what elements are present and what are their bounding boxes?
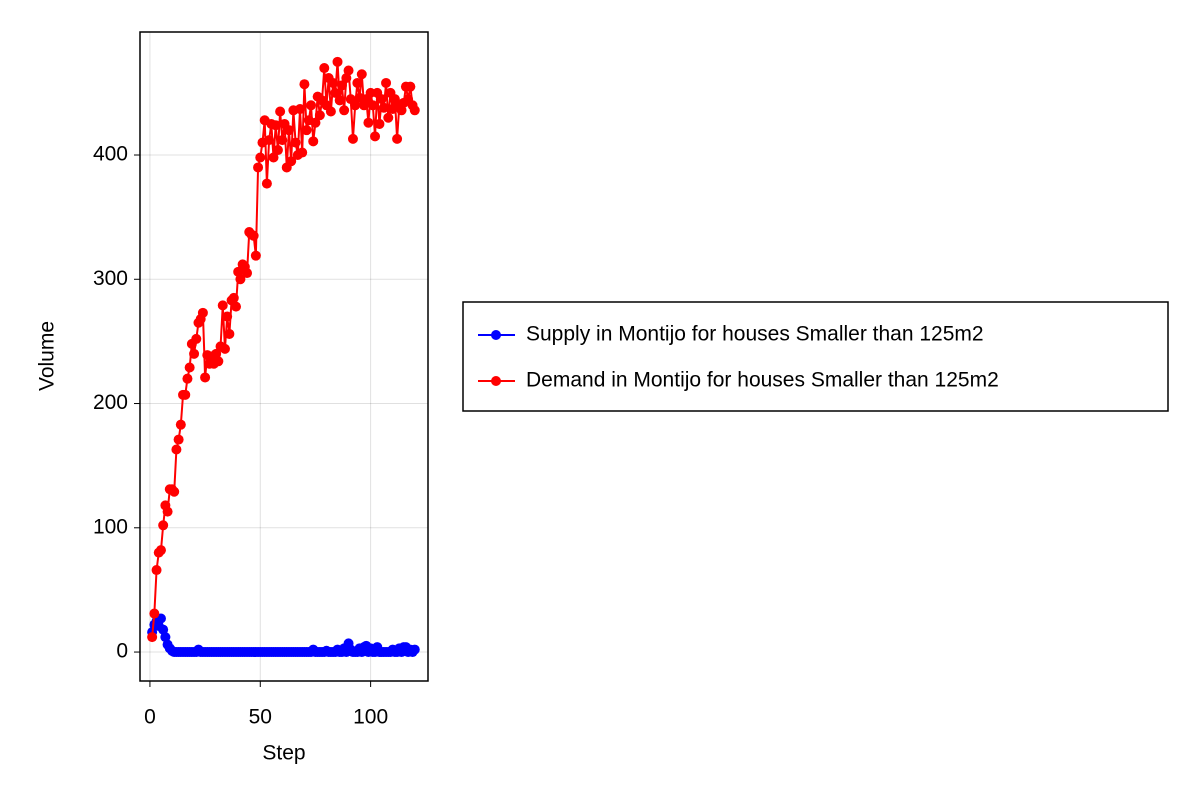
data-point (231, 301, 241, 312)
y-tick-label: 300 (93, 267, 128, 290)
data-point (409, 644, 420, 655)
data-point (330, 87, 341, 98)
data-point (328, 77, 339, 88)
data-point (149, 608, 160, 619)
data-point (409, 105, 420, 116)
data-point (376, 94, 387, 105)
y-axis-label: Volume (36, 321, 59, 391)
data-point (301, 125, 312, 136)
data-point (169, 486, 180, 497)
legend-label: Supply in Montijo for houses Smaller tha… (526, 323, 984, 346)
y-tick-label: 100 (93, 515, 128, 538)
data-point (147, 632, 158, 643)
data-point (383, 112, 394, 123)
data-point (158, 520, 169, 531)
data-point (319, 63, 330, 74)
data-point (250, 250, 261, 261)
data-point (310, 117, 321, 128)
data-point (363, 117, 374, 128)
data-point (299, 79, 310, 90)
data-point (162, 506, 173, 517)
data-point (155, 545, 166, 556)
data-point (339, 105, 350, 116)
data-point (290, 137, 301, 148)
y-tick-label: 200 (93, 391, 128, 414)
data-point (248, 230, 259, 241)
data-point (350, 100, 361, 111)
data-point (277, 135, 288, 146)
data-point (261, 178, 272, 189)
data-point (180, 389, 191, 400)
legend-marker (491, 376, 501, 386)
data-point (347, 133, 358, 144)
data-point (272, 145, 283, 156)
data-point (197, 307, 208, 318)
data-point (275, 106, 286, 117)
data-point (283, 125, 294, 136)
data-point (325, 106, 336, 117)
data-point (405, 81, 416, 92)
data-point (286, 156, 297, 167)
data-point (217, 300, 228, 311)
data-point (242, 268, 253, 279)
x-tick-label: 50 (249, 706, 272, 729)
plot-frame (139, 31, 429, 682)
data-point (228, 292, 239, 303)
y-tick-label: 400 (93, 143, 128, 166)
data-point (378, 102, 389, 113)
data-point (356, 69, 367, 80)
data-point (370, 131, 381, 142)
data-point (255, 152, 266, 163)
legend-label: Demand in Montijo for houses Smaller tha… (526, 369, 999, 392)
data-point (219, 343, 230, 354)
data-point (173, 434, 184, 445)
data-point (295, 104, 305, 115)
y-tick-label: 0 (116, 640, 128, 663)
data-point (151, 565, 162, 576)
series-line (151, 61, 416, 638)
data-point (270, 120, 281, 131)
data-point (268, 152, 279, 163)
data-point (367, 100, 378, 111)
data-point (334, 95, 345, 106)
data-point (297, 147, 308, 158)
data-point (213, 356, 224, 367)
data-point (182, 373, 193, 384)
data-point (222, 311, 233, 322)
data-point (191, 333, 202, 344)
data-point (336, 80, 347, 91)
data-point (352, 77, 363, 88)
data-point (314, 110, 325, 121)
data-point (235, 274, 246, 285)
data-point (343, 65, 354, 76)
data-point (253, 162, 264, 173)
legend-box (462, 301, 1169, 412)
data-point (381, 77, 392, 88)
data-point (332, 56, 343, 67)
data-point (392, 133, 403, 144)
data-point (306, 100, 317, 111)
data-point (224, 328, 235, 339)
data-point (171, 444, 182, 455)
x-axis-label: Step (262, 742, 305, 765)
legend-marker (491, 330, 501, 340)
data-point (308, 136, 319, 147)
data-point (264, 135, 275, 146)
data-point (189, 348, 200, 359)
x-tick-label: 0 (144, 706, 156, 729)
data-point (184, 362, 195, 373)
data-point (175, 419, 186, 430)
data-point (200, 372, 211, 383)
data-point (374, 118, 385, 129)
x-tick-label: 100 (353, 706, 388, 729)
